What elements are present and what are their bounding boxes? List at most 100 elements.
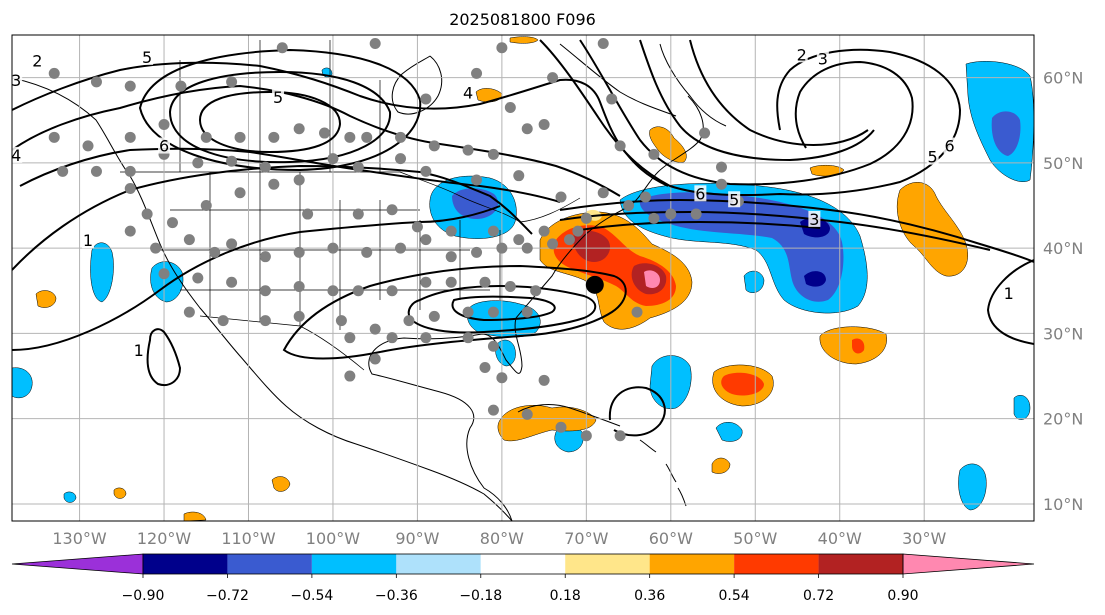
positive-anomaly-tiny4 <box>183 511 207 521</box>
lat-label-3: 40°N <box>1043 239 1083 258</box>
station-dot <box>521 306 533 318</box>
station-dot <box>420 93 432 105</box>
station-dot <box>386 285 398 297</box>
station-dot <box>471 67 483 79</box>
coast-hudson <box>391 55 443 115</box>
station-dot <box>496 372 508 384</box>
station-dot <box>504 101 516 113</box>
border-canada-provinces <box>179 40 381 172</box>
station-dot <box>538 119 550 131</box>
station-dot <box>471 174 483 186</box>
contour-label: 2 <box>797 45 807 64</box>
gridlines <box>12 35 1034 521</box>
station-dot <box>538 225 550 237</box>
station-dot <box>462 306 474 318</box>
station-dot <box>471 246 483 258</box>
positive-anomaly-azores <box>809 165 845 177</box>
positive-anomaly-small2 <box>711 457 731 474</box>
station-dot <box>715 161 727 173</box>
station-dot <box>209 246 221 258</box>
colorbar-tick-label: −0.90 <box>122 588 165 604</box>
contour-label-bg <box>943 137 956 154</box>
station-dot <box>411 221 423 233</box>
colorbar-tick-label: 0.18 <box>550 588 581 604</box>
station-dot <box>276 42 288 54</box>
contour-label-bg <box>1002 285 1015 302</box>
anomaly-fills <box>12 36 1034 521</box>
negative-anomaly-atlantic-hook <box>743 270 765 293</box>
contour-label-bg <box>272 88 285 105</box>
colorbar-tick-label: −0.36 <box>375 588 418 604</box>
station-dot <box>479 276 491 288</box>
station-dot <box>302 208 314 220</box>
contour-label: 4 <box>463 84 473 103</box>
station-dot <box>90 76 102 88</box>
station-dot <box>487 404 499 416</box>
lat-label-2: 30°N <box>1043 324 1083 343</box>
station-dot <box>293 310 305 322</box>
station-dot <box>462 332 474 344</box>
colorbar-bin <box>143 554 228 574</box>
colorbar-bin <box>396 554 481 574</box>
station-dot <box>555 191 567 203</box>
station-dot <box>369 323 381 335</box>
lon-label-0: 130°W <box>52 529 107 548</box>
contour-east-4 <box>689 39 869 146</box>
station-dot <box>124 182 136 194</box>
contour-label: 6 <box>159 137 169 156</box>
station-dot <box>428 310 440 322</box>
station-dot <box>293 281 305 293</box>
station-dot <box>361 131 373 143</box>
lon-label-1: 120°W <box>137 529 192 548</box>
station-dot <box>521 242 533 254</box>
coast-greenland <box>659 43 727 127</box>
lon-label-8: 50°W <box>733 529 777 548</box>
lon-label-2: 110°W <box>221 529 276 548</box>
contour-label: 5 <box>928 148 938 167</box>
station-dot <box>192 272 204 284</box>
station-dot <box>496 242 508 254</box>
station-dot <box>48 131 60 143</box>
station-dot <box>124 225 136 237</box>
coast-caribbean <box>517 404 621 427</box>
contour-label-bg <box>82 232 95 249</box>
station-dot <box>606 93 618 105</box>
positive-anomaly-tiny5 <box>113 487 127 499</box>
station-dot <box>538 374 550 386</box>
negative-anomaly-atlantic-mid <box>639 192 844 302</box>
station-dot <box>369 38 381 50</box>
station-dot <box>462 144 474 156</box>
lon-label-10: 30°W <box>902 529 946 548</box>
negative-anomaly-east3 <box>958 463 987 511</box>
station-dot <box>259 251 271 263</box>
contour-label-bg <box>10 71 23 88</box>
station-dot <box>293 174 305 186</box>
station-dot <box>259 285 271 297</box>
colorbar-tick-label: −0.72 <box>206 588 249 604</box>
station-dot <box>82 140 94 152</box>
station-dot <box>192 157 204 169</box>
contour-label: 3 <box>809 210 819 229</box>
colorbar-tick-label: 0.54 <box>719 588 750 604</box>
station-dot <box>496 42 508 54</box>
station-dot <box>175 80 187 92</box>
station-dot <box>293 123 305 135</box>
lat-label-1: 20°N <box>1043 410 1083 429</box>
negative-anomaly-atlantic-core2 <box>804 271 826 287</box>
latitude-labels: 10°N 20°N 30°N 40°N 50°N 60°N <box>1043 69 1083 514</box>
station-dot <box>521 408 533 420</box>
station-dot <box>395 131 407 143</box>
station-dot <box>352 208 364 220</box>
contour-west-1 <box>12 164 533 271</box>
station-dot <box>395 153 407 165</box>
station-dot <box>690 208 702 220</box>
longitude-labels: 130°W 120°W 110°W 100°W 90°W 80°W 70°W 60°W 50°W… <box>52 529 946 548</box>
lon-label-3: 100°W <box>306 529 361 548</box>
colorbar-bin <box>480 554 566 574</box>
station-dot <box>293 246 305 258</box>
station-dot <box>158 268 170 280</box>
contour-label-bg <box>31 52 44 69</box>
contour-east-3 <box>639 39 875 162</box>
contour-label: 1 <box>1004 284 1014 303</box>
